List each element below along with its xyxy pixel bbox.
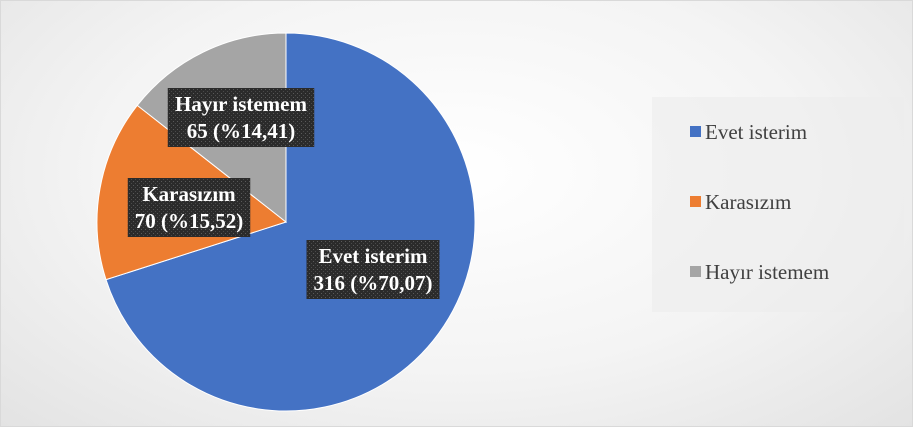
legend-swatch: [690, 196, 701, 207]
data-label-name: Evet isterim: [318, 244, 428, 268]
pie-slice-evet-isterim: [105, 32, 476, 412]
pie-data-labels: Evet isterim 316 (%70,07) Karasızım 70 (%15…: [127, 88, 440, 299]
data-label-background: [306, 240, 440, 299]
legend-swatch: [690, 266, 701, 277]
data-label-background: [127, 178, 251, 237]
legend-label: Hayır istemem: [705, 260, 829, 284]
data-label-value: 70 (%15,52): [135, 209, 244, 233]
data-label-hayir-istemem: Hayır istemem 65 (%14,41): [167, 88, 315, 147]
data-label-background: [167, 88, 315, 147]
legend-label: Evet isterim: [705, 120, 807, 144]
data-label-value: 316 (%70,07): [314, 271, 433, 295]
legend-item-karasizim: Karasızım: [690, 190, 791, 214]
data-label-value: 65 (%14,41): [187, 119, 296, 143]
legend-label: Karasızım: [705, 190, 791, 214]
data-label-karasizim: Karasızım 70 (%15,52): [127, 178, 251, 237]
legend: Evet isterim Karasızım Hayır istemem: [690, 120, 829, 284]
data-label-evet-isterim: Evet isterim 316 (%70,07): [306, 240, 440, 299]
legend-item-evet-isterim: Evet isterim: [690, 120, 807, 144]
data-label-name: Hayır istemem: [175, 92, 307, 116]
legend-swatch: [690, 126, 701, 137]
legend-item-hayir-istemem: Hayır istemem: [690, 260, 829, 284]
data-label-name: Karasızım: [142, 182, 236, 206]
